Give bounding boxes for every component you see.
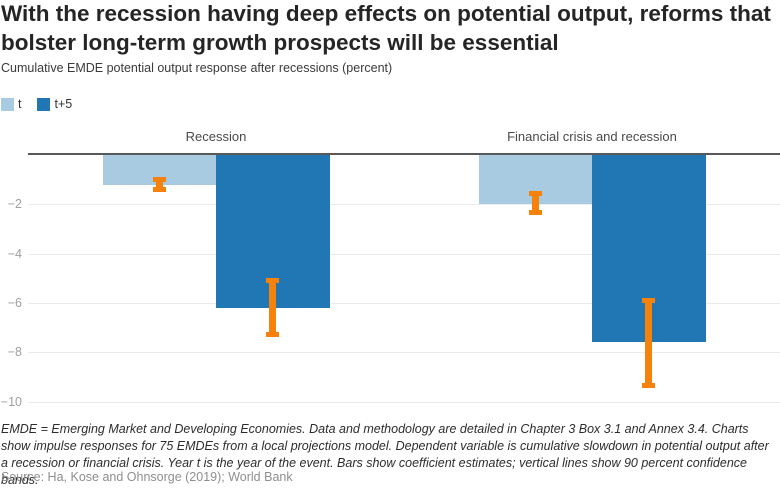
error-bar-cap-top xyxy=(642,297,656,303)
y-axis-tick-label: −10 xyxy=(0,395,22,409)
error-bar-cap-bottom xyxy=(266,332,280,338)
chart-title-line1: With the recession having deep effects o… xyxy=(1,1,771,26)
y-axis-tick-label: −4 xyxy=(7,247,22,261)
error-bar-cap-bottom xyxy=(152,187,166,192)
gridline xyxy=(28,402,780,403)
error-bar-line xyxy=(645,300,653,386)
error-bar-cap-top xyxy=(152,177,166,183)
legend-label-t5: t+5 xyxy=(54,97,73,111)
chart-title-line2: bolster long-term growth prospects will … xyxy=(1,29,559,55)
error-bar-cap-bottom xyxy=(528,210,542,216)
error-bar-cap-top xyxy=(266,278,280,284)
error-bar-line xyxy=(269,280,277,335)
category-label: Financial crisis and recession xyxy=(507,129,677,144)
chart-title: With the recession having deep effects o… xyxy=(1,0,773,57)
gridline xyxy=(28,204,780,205)
chart-subtitle: Cumulative EMDE potential output respons… xyxy=(1,61,393,75)
category-label: Recession xyxy=(185,129,247,144)
footnote: EMDE = Emerging Market and Developing Ec… xyxy=(1,422,769,487)
zero-axis-line xyxy=(28,153,780,155)
legend-swatch-t-icon xyxy=(1,97,14,111)
error-bar-line xyxy=(155,179,163,190)
y-axis-tick-label: −2 xyxy=(7,197,22,211)
legend-item-t[interactable]: t xyxy=(1,97,21,111)
bar-chart-plot: −2 −4 −6 −8 −10 Recession Financial crisis and… xyxy=(0,129,780,409)
gridline xyxy=(28,303,780,304)
gridline xyxy=(28,254,780,255)
legend: t t+5 xyxy=(1,97,72,111)
error-bar-cap-bottom xyxy=(642,383,656,388)
gridline xyxy=(28,352,780,353)
legend-item-t5[interactable]: t+5 xyxy=(37,97,72,111)
legend-label-t: t xyxy=(18,97,22,111)
error-bar-line xyxy=(531,193,539,213)
source-line: Source: Ha, Kose and Ohnsorge (2019); Wo… xyxy=(1,470,293,484)
y-axis-tick-label: −6 xyxy=(7,296,22,310)
y-axis-tick-label: −8 xyxy=(7,345,22,359)
error-bar-cap-top xyxy=(528,190,542,196)
legend-swatch-t5-icon xyxy=(37,97,51,111)
